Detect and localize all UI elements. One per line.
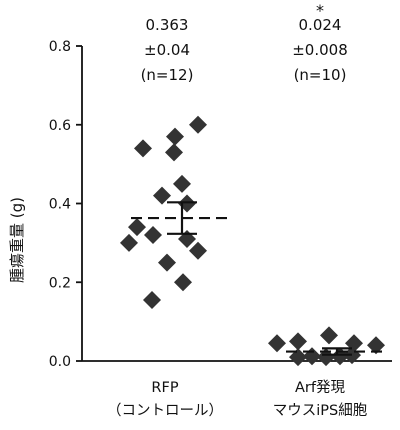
data-point-diamond bbox=[178, 194, 196, 213]
x-category-label: RFP bbox=[151, 380, 178, 396]
group-annotation: (n=12) bbox=[141, 66, 194, 84]
data-point-diamond bbox=[144, 226, 162, 244]
y-axis-title: 腫瘍重量 (g) bbox=[8, 197, 26, 283]
annotation-group: 0.363 ±0.04 (n=12) *0.024 ±0.008 (n=10) bbox=[141, 1, 348, 84]
x-category-label: Arf発現 bbox=[295, 379, 345, 396]
data-point-diamond bbox=[166, 127, 184, 146]
data-point-diamond bbox=[120, 233, 138, 252]
data-point-diamond bbox=[289, 332, 307, 351]
group-annotation: 0.363 bbox=[146, 16, 189, 34]
data-point-diamond bbox=[165, 143, 183, 162]
group-annotation: ±0.04 bbox=[144, 41, 190, 59]
data-point-diamond bbox=[134, 139, 152, 158]
data-point-diamond bbox=[143, 290, 161, 309]
y-tick-label: 0.2 bbox=[49, 275, 71, 291]
data-point-diamond bbox=[189, 115, 207, 134]
y-tick-label: 0.4 bbox=[49, 197, 71, 213]
y-axis-title-group: 腫瘍重量 (g) bbox=[8, 197, 26, 283]
group-annotation: ±0.008 bbox=[292, 41, 348, 59]
data-point-diamond bbox=[128, 218, 146, 237]
x-category-label: （コントロール） bbox=[107, 402, 223, 419]
group-annotation: 0.024 bbox=[299, 16, 342, 34]
data-point-diamond bbox=[173, 174, 191, 193]
mean-sem-bars bbox=[131, 201, 388, 356]
data-point-diamond bbox=[189, 241, 207, 260]
y-tick-label: 0.8 bbox=[49, 39, 71, 55]
data-point-diamond bbox=[367, 336, 385, 355]
data-points bbox=[120, 115, 385, 367]
significance-marker: * bbox=[316, 1, 324, 20]
y-tick-label: 0.0 bbox=[49, 354, 71, 370]
data-point-diamond bbox=[158, 253, 176, 272]
data-point-diamond bbox=[320, 326, 338, 345]
data-point-diamond bbox=[268, 334, 286, 353]
x-category-label: マウスiPS細胞 bbox=[273, 402, 367, 419]
data-point-diamond bbox=[178, 229, 196, 248]
data-point-diamond bbox=[174, 273, 192, 292]
group-annotation: (n=10) bbox=[294, 66, 347, 84]
y-tick-label: 0.6 bbox=[49, 118, 71, 134]
data-point-diamond bbox=[153, 186, 171, 205]
y-tick-group: 0.0 0.2 0.4 0.6 0.8 bbox=[49, 39, 82, 370]
